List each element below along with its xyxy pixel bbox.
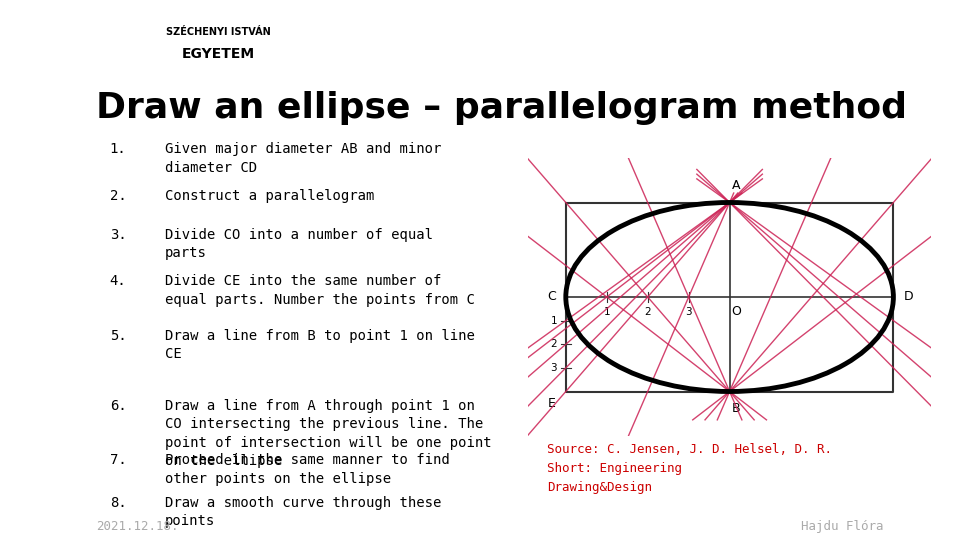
- Text: 4.: 4.: [109, 274, 127, 288]
- Text: 2: 2: [550, 339, 557, 349]
- Text: Divide CO into a number of equal
parts: Divide CO into a number of equal parts: [165, 228, 433, 260]
- Text: 2.: 2.: [109, 189, 127, 203]
- Text: 1: 1: [550, 315, 557, 326]
- Text: 2021.12.18.: 2021.12.18.: [96, 520, 179, 533]
- Text: C: C: [547, 291, 556, 303]
- Text: B: B: [732, 402, 740, 415]
- Text: 1.: 1.: [109, 142, 127, 156]
- Text: 3: 3: [685, 307, 692, 317]
- Text: Divide CE into the same number of
equal parts. Number the points from C: Divide CE into the same number of equal …: [165, 274, 475, 307]
- Text: 2: 2: [644, 307, 651, 317]
- Text: Source: C. Jensen, J. D. Helsel, D. R.
Short: Engineering
Drawing&Design: Source: C. Jensen, J. D. Helsel, D. R. S…: [547, 443, 832, 494]
- Text: A: A: [732, 179, 740, 192]
- Text: 1: 1: [604, 307, 610, 317]
- Text: 5.: 5.: [109, 329, 127, 343]
- Text: Draw a smooth curve through these
points: Draw a smooth curve through these points: [165, 496, 442, 528]
- Text: Proceed in the same manner to find
other points on the ellipse: Proceed in the same manner to find other…: [165, 453, 449, 485]
- Text: Draw a line from A through point 1 on
CO intersecting the previous line. The
poi: Draw a line from A through point 1 on CO…: [165, 399, 492, 468]
- Text: EGYETEM: EGYETEM: [181, 47, 254, 61]
- Text: Hajdu Flóra: Hajdu Flóra: [801, 520, 883, 533]
- Text: Draw a line from B to point 1 on line
CE: Draw a line from B to point 1 on line CE: [165, 329, 475, 361]
- Text: Given major diameter AB and minor
diameter CD: Given major diameter AB and minor diamet…: [165, 142, 442, 174]
- Text: 7.: 7.: [109, 453, 127, 467]
- Text: 8.: 8.: [109, 496, 127, 510]
- Text: O: O: [731, 305, 741, 318]
- Text: E: E: [548, 396, 556, 409]
- Text: 3: 3: [550, 363, 557, 373]
- Text: SZÉCHENYI ISTVÁN: SZÉCHENYI ISTVÁN: [165, 28, 271, 37]
- Text: D: D: [903, 291, 913, 303]
- Text: 6.: 6.: [109, 399, 127, 413]
- Text: Construct a parallelogram: Construct a parallelogram: [165, 189, 374, 203]
- Text: Draw an ellipse – parallelogram method: Draw an ellipse – parallelogram method: [96, 91, 907, 125]
- Text: 3.: 3.: [109, 228, 127, 242]
